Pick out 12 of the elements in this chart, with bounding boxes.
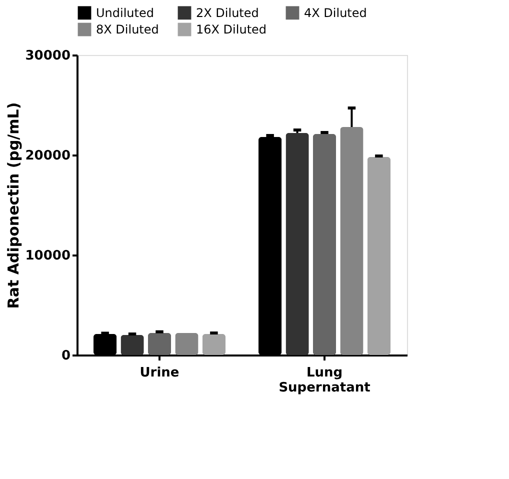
legend-label: 8X Diluted	[96, 22, 159, 36]
y-tick-label: 0	[61, 348, 70, 364]
x-tick-label: Lung Supernatant	[278, 366, 370, 396]
legend-label: 2X Diluted	[196, 6, 259, 20]
y-axis-title: Rat Adiponectin (pg/mL)	[4, 102, 22, 309]
legend-label: Undiluted	[96, 6, 154, 20]
y-tick-label: 20000	[25, 148, 70, 164]
y-tick-label: 10000	[25, 248, 70, 264]
y-tick-label: 30000	[25, 48, 70, 64]
legend-label: 16X Diluted	[196, 22, 267, 36]
legend-label: 4X Diluted	[304, 6, 367, 20]
x-tick-label: Urine	[140, 366, 180, 380]
